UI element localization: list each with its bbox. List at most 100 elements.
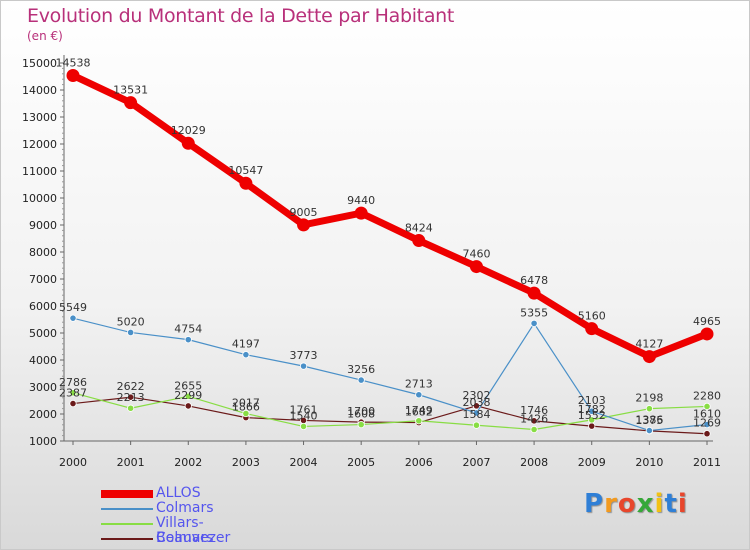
data-point-allos — [66, 68, 80, 82]
data-label-colmars: 5355 — [520, 306, 548, 319]
x-tick-label: 2001 — [117, 456, 145, 469]
data-point-colmars — [588, 407, 596, 415]
x-tick-label: 2005 — [347, 456, 375, 469]
proxiti-logo: Proxiti — [584, 489, 688, 519]
chart-subtitle: (en €) — [27, 29, 63, 43]
data-label-villars-colmars: 2786 — [59, 376, 87, 389]
data-label-colmars: 3773 — [290, 349, 318, 362]
data-label-allos: 14538 — [56, 56, 91, 69]
data-label-villars-colmars: 2198 — [635, 392, 663, 405]
logo-letter: i — [677, 489, 688, 519]
legend-swatch-villars-colmars — [101, 523, 153, 525]
data-point-allos — [297, 218, 311, 232]
logo-letter: i — [654, 489, 665, 519]
data-point-allos — [469, 260, 483, 274]
x-tick-label: 2000 — [59, 456, 87, 469]
data-point-villars-colmars — [645, 405, 653, 413]
logo-letter: P — [584, 489, 605, 519]
data-label-beauvezer: 2622 — [117, 380, 145, 393]
y-tick-label: 10000 — [22, 192, 57, 205]
data-point-colmars — [472, 409, 481, 417]
data-point-villars-colmars — [127, 404, 135, 412]
data-point-villars-colmars — [472, 421, 481, 429]
legend-label-colmars: Colmars — [156, 500, 214, 516]
y-tick-label: 14000 — [22, 84, 57, 97]
data-label-beauvezer: 1700 — [347, 405, 375, 418]
data-point-colmars — [127, 328, 135, 337]
x-tick-label: 2003 — [232, 456, 260, 469]
logo-letter: o — [617, 489, 637, 519]
data-point-colmars — [242, 351, 250, 359]
data-point-allos — [412, 234, 426, 248]
data-label-allos: 5160 — [578, 310, 606, 323]
y-tick-label: 2000 — [29, 408, 57, 421]
data-label-villars-colmars: 1782 — [578, 403, 606, 416]
logo-letter: t — [664, 489, 678, 519]
y-tick-label: 7000 — [29, 273, 57, 286]
data-point-colmars — [530, 319, 538, 328]
data-label-villars-colmars: 2213 — [117, 391, 145, 404]
data-point-allos — [700, 327, 714, 341]
data-label-colmars: 5020 — [117, 315, 145, 328]
data-label-colmars: 3256 — [347, 363, 375, 376]
data-label-colmars: 4197 — [232, 338, 260, 351]
data-label-allos: 4965 — [693, 315, 721, 328]
data-point-villars-colmars — [415, 417, 423, 425]
x-tick-label: 2011 — [693, 456, 721, 469]
legend-swatch-colmars — [101, 508, 153, 510]
data-label-villars-colmars: 2280 — [693, 389, 721, 402]
data-label-beauvezer: 1375 — [635, 414, 663, 427]
data-label-allos: 8424 — [405, 222, 433, 235]
y-tick-label: 6000 — [29, 300, 57, 313]
data-label-villars-colmars: 2017 — [232, 397, 260, 410]
data-label-allos: 4127 — [635, 338, 663, 351]
data-point-colmars — [645, 426, 653, 435]
x-tick-label: 2004 — [290, 456, 318, 469]
data-point-villars-colmars — [703, 402, 711, 411]
y-tick-label: 13000 — [22, 111, 57, 124]
data-point-beauvezer — [472, 402, 481, 410]
data-point-allos — [181, 136, 195, 150]
data-point-villars-colmars — [69, 389, 77, 397]
data-point-colmars — [69, 314, 77, 322]
series-line-villars-colmars — [72, 392, 708, 431]
data-label-beauvezer: 1866 — [232, 401, 260, 414]
x-tick-label: 2007 — [462, 456, 490, 469]
data-label-beauvezer: 1552 — [578, 409, 606, 422]
y-tick-label: 9000 — [29, 219, 57, 232]
y-tick-label: 11000 — [22, 165, 57, 178]
data-label-villars-colmars: 2655 — [174, 379, 202, 392]
data-label-villars-colmars: 1426 — [520, 412, 548, 425]
data-label-villars-colmars: 1584 — [462, 408, 490, 421]
data-point-beauvezer — [588, 422, 596, 430]
data-label-beauvezer: 1761 — [290, 403, 318, 416]
y-tick-label: 4000 — [29, 354, 57, 367]
legend-swatch-beauvezer — [101, 538, 153, 540]
x-tick-label: 2006 — [405, 456, 433, 469]
data-label-allos: 9440 — [347, 194, 375, 207]
data-point-beauvezer — [69, 399, 77, 408]
legend-label-beauvezer: Beauvezer — [156, 530, 231, 546]
data-point-colmars — [357, 376, 365, 384]
legend-swatch-allos — [101, 490, 153, 498]
data-label-allos: 6478 — [520, 274, 548, 287]
data-label-colmars: 2103 — [578, 394, 606, 407]
data-point-allos — [239, 176, 253, 190]
data-point-allos — [354, 206, 368, 220]
legend-label-villars-colmars: Villars-Colmars — [156, 515, 214, 546]
y-tick-label: 15000 — [22, 57, 57, 70]
data-point-villars-colmars — [184, 392, 192, 400]
legend-label-allos: ALLOS — [156, 485, 201, 501]
data-point-beauvezer — [703, 430, 711, 438]
data-label-beauvezer: 2387 — [59, 387, 87, 400]
data-point-allos — [527, 286, 541, 300]
data-point-villars-colmars — [242, 409, 250, 418]
y-tick-label: 1000 — [29, 435, 57, 448]
x-tick-label: 2002 — [174, 456, 202, 469]
data-point-villars-colmars — [530, 425, 538, 434]
data-label-colmars: 4754 — [174, 323, 202, 336]
data-point-colmars — [184, 336, 192, 344]
y-tick-label: 5000 — [29, 327, 57, 340]
data-label-colmars: 1610 — [693, 408, 721, 421]
